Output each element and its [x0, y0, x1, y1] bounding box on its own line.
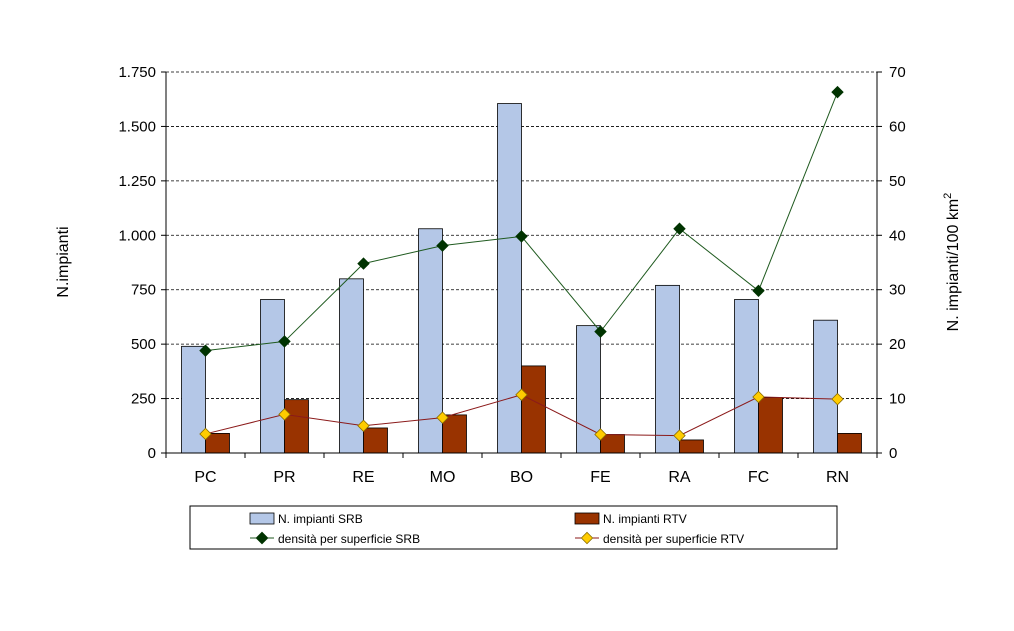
- y-right-axis-title: N. impianti/100 km2: [942, 193, 962, 332]
- marker-srb-density-ra: [673, 222, 686, 235]
- marker-srb-density-pr: [278, 335, 291, 348]
- y-left-tick-label: 750: [131, 282, 156, 299]
- legend-label-srb: N. impianti SRB: [278, 512, 363, 526]
- marker-srb-density-rn: [831, 85, 844, 99]
- x-tick-label-rn: RN: [826, 469, 849, 486]
- legend-swatch-srb: [249, 512, 275, 525]
- marker-srb-density-fc: [752, 284, 765, 298]
- y-right-tick-label: 10: [889, 391, 906, 408]
- x-tick-label-ra: RA: [668, 469, 691, 486]
- bar-rtv-mo: [442, 414, 467, 454]
- bar-rtv-rn: [837, 433, 862, 454]
- legend-box: [189, 505, 838, 550]
- axes: 0 250 500 750 1.000 1.250 1.500 1.750 0 10 20 30 40 5…: [118, 64, 905, 486]
- marker-rtv-density-re: [357, 419, 370, 433]
- marker-rtv-density-fe: [594, 428, 607, 441]
- y-left-tick-label: 0: [148, 445, 156, 462]
- marker-rtv-density-rn: [831, 392, 844, 406]
- bar-rtv-bo: [521, 365, 546, 454]
- x-tick-label-mo: MO: [430, 469, 456, 486]
- y-left-tick-label: 1.500: [118, 118, 156, 135]
- bar-srb-pr: [260, 299, 285, 454]
- marker-rtv-density-pc: [199, 427, 212, 441]
- marker-srb-density-bo: [515, 230, 528, 243]
- y-right-tick-label: 30: [889, 282, 906, 299]
- y-left-tick-label: 1.000: [118, 227, 156, 244]
- legend-marker-srb-density: [255, 531, 269, 545]
- y-right-tick-label: 70: [889, 64, 906, 81]
- y-right-axis-title-text: N. impianti/100 km: [945, 199, 962, 332]
- y-left-axis-title: N.impianti: [55, 226, 72, 297]
- x-tick-label-pr: PR: [273, 469, 295, 486]
- bar-rtv-fe: [600, 434, 625, 454]
- bar-rtv-fc: [758, 397, 783, 454]
- bar-srb-pc: [181, 345, 206, 454]
- legend: N. impianti SRB N. impianti RTV densità …: [189, 505, 838, 550]
- legend-label-rtv-density: densità per superficie RTV: [603, 532, 744, 546]
- marker-srb-density-mo: [436, 239, 449, 252]
- y-left-tick-label: 1.250: [118, 173, 156, 190]
- y-right-tick-label: 40: [889, 227, 906, 244]
- marker-rtv-density-ra: [673, 429, 686, 442]
- y-left-tick-label: 1.750: [118, 64, 156, 81]
- y-right-axis-title-sup: 2: [942, 193, 954, 199]
- x-tick-label-re: RE: [352, 469, 374, 486]
- legend-label-srb-density: densità per superficie SRB: [278, 532, 420, 546]
- marker-rtv-density-pr: [278, 408, 291, 421]
- y-right-tick-label: 50: [889, 173, 906, 190]
- marker-rtv-density-mo: [436, 411, 449, 424]
- y-right-tick-label: 0: [889, 445, 897, 462]
- x-tick-label-pc: PC: [194, 469, 216, 486]
- x-tick-label-bo: BO: [510, 469, 533, 486]
- lines: [199, 85, 844, 442]
- y-right-tick-label: 20: [889, 336, 906, 353]
- marker-srb-density-re: [357, 257, 370, 270]
- y-left-tick-label: 500: [131, 336, 156, 353]
- marker-rtv-density-fc: [752, 390, 765, 404]
- legend-swatch-rtv: [574, 512, 600, 525]
- legend-marker-rtv-density: [580, 531, 594, 545]
- bar-srb-rn: [813, 319, 838, 454]
- legend-label-rtv: N. impianti RTV: [603, 512, 687, 526]
- marker-srb-density-pc: [199, 344, 212, 357]
- bar-srb-fc: [734, 299, 759, 454]
- y-right-tick-label: 60: [889, 118, 906, 135]
- x-tick-label-fc: FC: [748, 469, 769, 486]
- marker-rtv-density-bo: [515, 388, 528, 401]
- bar-srb-ra: [655, 284, 680, 454]
- bar-rtv-pr: [284, 399, 309, 454]
- y-left-tick-label: 250: [131, 391, 156, 408]
- bar-rtv-ra: [679, 439, 704, 454]
- bar-srb-fe: [576, 325, 601, 454]
- bar-rtv-re: [363, 427, 388, 454]
- x-tick-label-fe: FE: [590, 469, 610, 486]
- marker-srb-density-fe: [594, 325, 607, 338]
